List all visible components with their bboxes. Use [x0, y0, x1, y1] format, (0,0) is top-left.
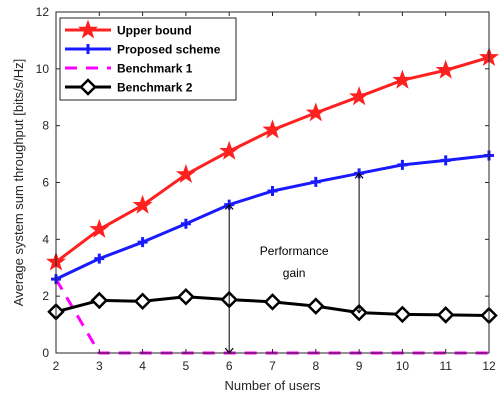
- x-tick-label: 6: [226, 359, 233, 373]
- data-point: [219, 140, 240, 160]
- x-tick-label: 4: [139, 359, 146, 373]
- x-tick-label: 10: [396, 359, 410, 373]
- data-point: [94, 253, 105, 264]
- y-tick-label: 8: [42, 119, 49, 133]
- data-point: [267, 186, 278, 197]
- y-tick-label: 6: [42, 176, 49, 190]
- annotation-layer: Performance gain: [260, 244, 329, 280]
- x-tick-label: 11: [439, 359, 452, 373]
- x-tick-label: 3: [96, 359, 103, 373]
- x-tick-label: 9: [356, 359, 363, 373]
- data-point: [305, 102, 326, 122]
- data-point: [132, 194, 153, 214]
- x-tick-label: 2: [53, 359, 60, 373]
- data-point: [440, 155, 451, 166]
- data-point: [175, 164, 196, 184]
- legend: Upper bound Proposed scheme Benchmark 1 Ben…: [59, 17, 237, 101]
- data-point: [393, 305, 412, 324]
- data-point: [307, 297, 325, 315]
- y-tick-label: 4: [42, 232, 49, 246]
- legend-label: Upper bound: [117, 24, 192, 38]
- legend-label: Benchmark 2: [117, 81, 193, 95]
- data-point: [263, 293, 282, 311]
- data-point: [177, 287, 195, 306]
- y-tick-label: 2: [42, 289, 49, 303]
- annotation-text: Performance: [260, 244, 329, 258]
- series-upper-bound: [45, 46, 500, 271]
- arrow-layer: [229, 173, 359, 353]
- y-tick-label: 0: [42, 346, 49, 360]
- legend-label: Benchmark 1: [117, 62, 193, 76]
- annotation-text: gain: [283, 266, 306, 280]
- data-point: [392, 69, 413, 89]
- data-point: [436, 306, 455, 324]
- data-point: [349, 86, 370, 106]
- data-point: [310, 176, 321, 187]
- data-point: [90, 291, 109, 310]
- x-axis-label: Number of users: [224, 378, 321, 393]
- legend-label: Proposed scheme: [117, 43, 221, 57]
- y-axis-label: Average system sum throughput [bits/s/Hz…: [11, 59, 26, 307]
- x-tick-label: 5: [183, 359, 190, 373]
- x-tick-label: 12: [482, 359, 496, 373]
- data-point: [435, 59, 456, 79]
- data-point: [137, 237, 148, 248]
- legend-marker: [77, 19, 99, 39]
- data-point: [397, 159, 408, 170]
- data-point: [89, 218, 110, 238]
- legend-marker: [83, 44, 93, 54]
- x-tick-label: 8: [312, 359, 319, 373]
- legend-marker: [79, 78, 97, 96]
- x-tick-label: 7: [269, 359, 276, 373]
- data-point: [133, 292, 152, 311]
- data-point: [262, 119, 283, 139]
- data-point: [180, 218, 191, 229]
- y-tick-label: 10: [36, 62, 50, 76]
- y-tick-label: 12: [36, 5, 50, 19]
